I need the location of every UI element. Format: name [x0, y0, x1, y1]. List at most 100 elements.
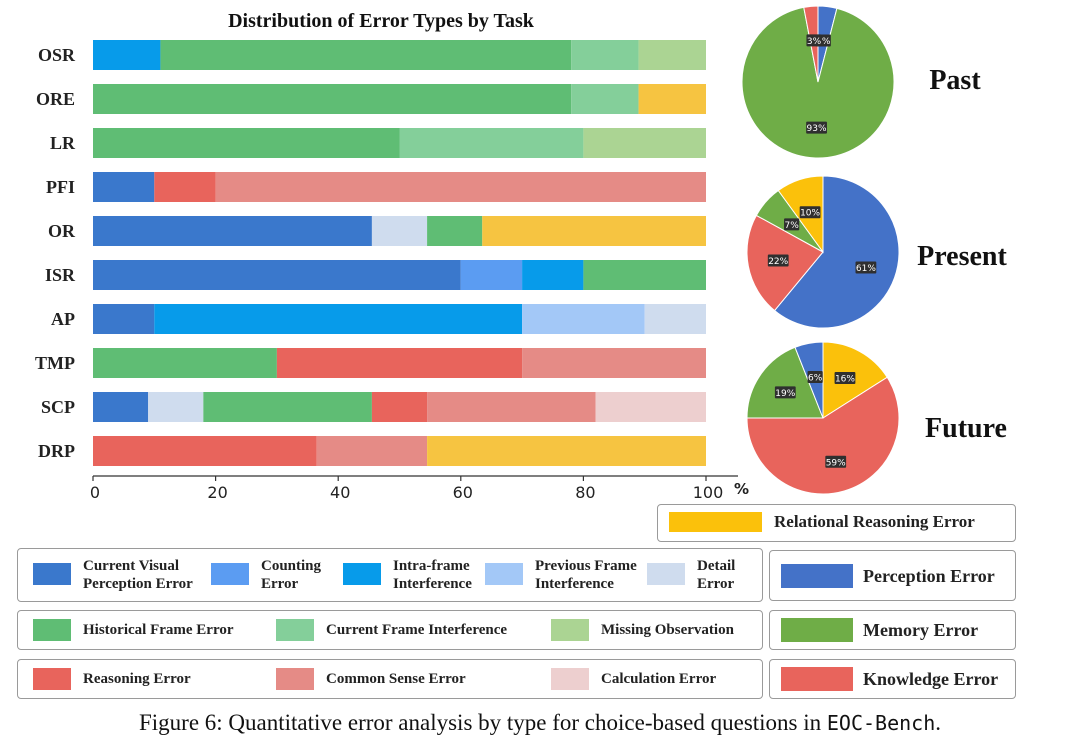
bar-segment-drp-reasoning-error — [93, 436, 317, 466]
category-label-ore: ORE — [36, 89, 75, 109]
legend-swatch — [276, 619, 314, 641]
legend-label: Current Frame Interference — [326, 622, 508, 638]
legend-swatch — [211, 563, 249, 585]
pie-present: 61% 22% 7%10% Present — [746, 175, 1008, 329]
bar-segment-isr-intra-frame-interference — [522, 260, 584, 290]
pie-data-label: 7% — [785, 221, 800, 231]
bar-chart: OSR ORE LR PFI OR ISR AP TMP SCP DRP — [35, 40, 706, 466]
pie-data-label: 6% — [808, 373, 823, 383]
bar-segment-or-relational-reasoning-error — [482, 216, 706, 246]
pie-title-past: Past — [929, 65, 981, 96]
x-tick-label: 20 — [207, 483, 227, 502]
bar-segment-scp-current-visual-perception-error — [93, 392, 149, 422]
pie-label-bg — [855, 261, 877, 274]
legend-item-historical-frame-error: Historical Frame Error — [33, 619, 234, 641]
bar-segment-pfi-common-sense-error — [215, 172, 706, 202]
pie-label-bg — [784, 218, 800, 231]
legend-item-current-frame-interference: Current Frame Interference — [276, 619, 507, 641]
legend-memory-box — [17, 610, 763, 650]
legend-item-common-sense-error: Common Sense Error — [276, 668, 466, 690]
bar-segment-isr-counting-error — [460, 260, 523, 290]
bar-segment-pfi-current-visual-perception-error — [93, 172, 155, 202]
legend-swatch — [33, 619, 71, 641]
bar-segment-scp-historical-frame-error — [203, 392, 372, 422]
pie-slice-perception-error — [773, 175, 900, 329]
bar-segment-tmp-historical-frame-error — [93, 348, 277, 378]
legend-label: Common Sense Error — [326, 671, 466, 687]
pie-slice-memory-error — [741, 6, 895, 159]
pie-label-bg — [825, 455, 847, 468]
x-axis: 0 20 40 60 80 100% — [90, 475, 749, 502]
legend-swatch — [647, 563, 685, 585]
pie-data-label: 4% — [816, 37, 831, 47]
category-label-drp: DRP — [38, 441, 75, 461]
pie-title-present: Present — [917, 241, 1007, 272]
pie-slice-knowledge-error — [746, 376, 900, 495]
legend-item-previous-frame-interference: Previous Frame Interference — [485, 557, 637, 593]
pie-slice-memory-error — [746, 346, 824, 419]
coarse-legend-label: Relational Reasoning Error — [774, 512, 975, 531]
legend-item-missing-observation: Missing Observation — [551, 619, 734, 641]
pie-label-bg — [806, 34, 822, 47]
bar-segment-osr-current-frame-interference — [571, 40, 639, 70]
bar-segment-lr-current-frame-interference — [399, 128, 584, 158]
legend-label: Missing Observation — [601, 622, 734, 638]
bar-segment-or-current-visual-perception-error — [93, 216, 372, 246]
coarse-legend-swatch — [669, 512, 762, 532]
bar-segment-ore-relational-reasoning-error — [638, 84, 706, 114]
category-label-osr: OSR — [38, 45, 76, 65]
bar-segment-osr-intra-frame-interference — [93, 40, 161, 70]
bar-segment-ap-detail-error — [644, 304, 706, 334]
category-label-lr: LR — [50, 133, 76, 153]
bar-segment-isr-current-visual-perception-error — [93, 260, 461, 290]
category-label-isr: ISR — [45, 265, 76, 285]
caption-benchmark: EOC-Bench — [826, 711, 936, 735]
pie-past: 4% 93% 3% Past — [741, 5, 981, 159]
bar-segment-isr-historical-frame-error — [583, 260, 706, 290]
coarse-legend-relational-reasoning-error: Relational Reasoning Error — [669, 512, 975, 532]
legend-knowledge-box — [17, 659, 763, 699]
pie-label-bg — [767, 254, 789, 267]
bar-segment-ap-previous-frame-interference — [522, 304, 645, 334]
pie-data-label: 10% — [800, 209, 820, 219]
coarse-legend-label: Knowledge Error — [863, 669, 999, 689]
legend-swatch — [33, 563, 71, 585]
category-label-or: OR — [48, 221, 76, 241]
bar-segment-or-historical-frame-error — [427, 216, 483, 246]
pie-label-bg — [807, 370, 823, 383]
legend-swatch — [33, 668, 71, 690]
pie-label-bg — [799, 206, 821, 219]
pie-title-future: Future — [925, 413, 1007, 444]
legend-swatch — [343, 563, 381, 585]
pie-charts: 4% 93% 3% Past 61% 22% 7%10% Present 16% 59% 19% 6%… — [741, 5, 1008, 495]
pie-data-label: 3% — [807, 37, 822, 47]
bar-segment-tmp-common-sense-error — [522, 348, 706, 378]
coarse-legend-memory-error: Memory Error — [781, 618, 978, 642]
bar-chart-title: Distribution of Error Types by Task — [228, 10, 535, 32]
bar-segment-osr-historical-frame-error — [160, 40, 572, 70]
legend-perception-box — [17, 548, 763, 602]
caption-text: Figure 6: Quantitative error analysis by… — [138, 710, 827, 735]
bar-segment-ap-intra-frame-interference — [154, 304, 523, 334]
pie-label-bg — [774, 386, 796, 399]
bar-segment-scp-detail-error — [148, 392, 204, 422]
bar-segment-pfi-reasoning-error — [154, 172, 216, 202]
coarse-legend-knowledge-error: Knowledge Error — [781, 667, 998, 691]
category-label-tmp: TMP — [35, 353, 75, 373]
bar-segment-scp-common-sense-error — [427, 392, 596, 422]
coarse-legend-perception-error: Perception Error — [781, 564, 995, 588]
pie-data-label: 19% — [775, 389, 795, 399]
legend-swatch — [485, 563, 523, 585]
bar-segment-drp-common-sense-error — [316, 436, 428, 466]
x-axis-unit: % — [734, 480, 749, 498]
coarse-legend-swatch — [781, 564, 853, 588]
bar-segment-scp-calculation-error — [595, 392, 706, 422]
legend-item-intra-frame-interference: Intra-frame Interference — [343, 557, 472, 593]
x-tick-label: 40 — [330, 483, 350, 502]
coarse-legend-label: Perception Error — [863, 566, 995, 586]
bar-segment-osr-missing-observation — [638, 40, 706, 70]
legend-label: Historical Frame Error — [83, 622, 234, 638]
x-tick-label: 0 — [90, 483, 100, 502]
legend-swatch — [276, 668, 314, 690]
